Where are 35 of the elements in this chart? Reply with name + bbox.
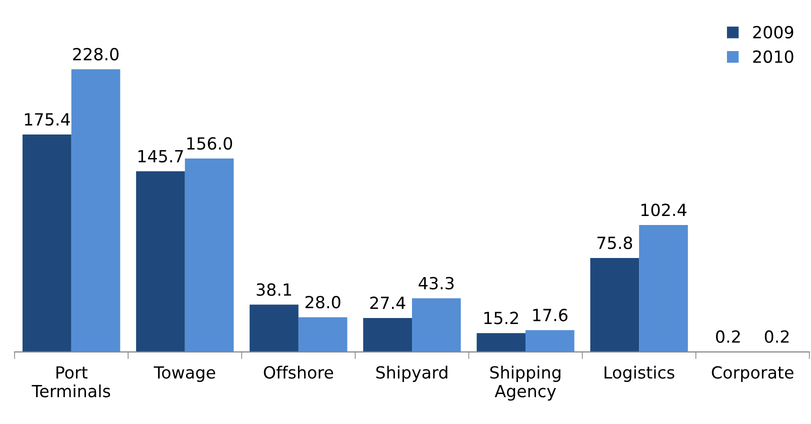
bar	[71, 69, 120, 352]
legend-label: 2009	[753, 26, 794, 38]
data-label: 0.2	[716, 330, 740, 343]
legend-label: 2010	[753, 50, 794, 63]
bar	[22, 134, 72, 352]
bar	[184, 158, 234, 352]
x-tick-label: Corporate	[712, 366, 794, 382]
bar	[412, 298, 461, 352]
bar	[526, 330, 574, 352]
bar	[590, 258, 640, 352]
x-tick-label: Shipping Agency	[490, 366, 560, 401]
data-label: 145.7	[138, 150, 183, 162]
data-label: 38.1	[256, 283, 292, 296]
data-label: 15.2	[484, 312, 518, 324]
x-tick-label: Port Terminals	[32, 366, 110, 398]
data-label: 0.2	[764, 330, 789, 343]
x-tick-label: Logistics	[604, 366, 674, 382]
bar	[136, 171, 185, 352]
data-label: 228.0	[73, 48, 119, 60]
x-tick-label: Shipyard	[376, 366, 448, 382]
bar	[298, 317, 348, 352]
bar	[363, 318, 412, 352]
bar	[250, 304, 298, 352]
bar	[639, 224, 688, 352]
data-label: 75.8	[597, 236, 632, 250]
data-label: 17.6	[533, 308, 568, 322]
data-label: 28.0	[306, 296, 340, 308]
x-tick-label: Offshore	[264, 366, 334, 379]
data-label: 43.3	[418, 276, 454, 290]
data-label: 175.4	[24, 113, 70, 126]
bar	[476, 333, 526, 352]
x-tick-label: Towage	[154, 366, 216, 382]
data-label: 102.4	[641, 204, 686, 216]
data-label: 156.0	[187, 137, 232, 150]
data-label: 27.4	[370, 296, 406, 309]
